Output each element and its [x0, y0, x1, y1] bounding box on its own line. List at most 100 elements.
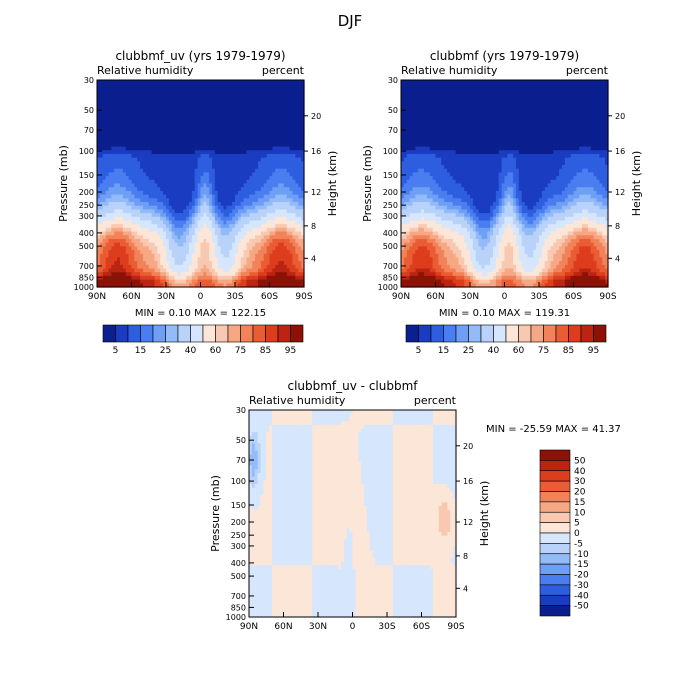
field-cell	[289, 264, 294, 270]
field-cell	[212, 124, 216, 129]
field-cell	[426, 268, 431, 273]
field-cell	[235, 216, 239, 222]
field-cell	[441, 161, 445, 166]
field-cell	[220, 227, 225, 233]
field-cell	[235, 135, 239, 140]
field-cell	[226, 139, 230, 144]
field-cell	[140, 153, 144, 159]
field-cell	[223, 146, 227, 151]
field-cell	[117, 205, 121, 210]
field-cell	[160, 246, 164, 251]
field-cell	[301, 253, 305, 259]
field-cell	[111, 246, 115, 251]
field-cell	[266, 109, 271, 114]
field-cell	[217, 209, 222, 214]
field-cell	[186, 142, 190, 148]
field-cell	[151, 216, 156, 222]
field-cell	[194, 216, 199, 222]
field-cell	[200, 187, 204, 192]
field-cell	[415, 128, 419, 133]
field-cell	[412, 272, 416, 277]
field-cell	[214, 187, 219, 192]
field-cell	[301, 94, 305, 100]
field-cell	[140, 257, 144, 262]
field-cell	[255, 87, 259, 92]
field-cell	[444, 161, 448, 166]
field-cell	[301, 268, 305, 273]
field-cell	[214, 190, 219, 196]
field-cell	[298, 279, 302, 284]
field-cell	[441, 213, 445, 218]
field-cell	[260, 131, 265, 137]
field-cell	[180, 87, 184, 92]
field-cell	[301, 113, 305, 118]
field-cell	[160, 220, 164, 225]
field-cell	[295, 227, 299, 233]
field-cell	[432, 209, 437, 214]
field-cell	[260, 253, 265, 259]
field-cell	[191, 83, 196, 88]
field-cell	[102, 124, 107, 129]
field-cell	[203, 113, 207, 118]
field-cell	[160, 268, 164, 273]
field-cell	[145, 205, 150, 210]
field-cell	[117, 124, 121, 129]
field-cell	[243, 113, 248, 118]
field-cell	[223, 283, 227, 288]
field-cell	[424, 102, 428, 107]
field-cell	[134, 128, 138, 133]
field-cell	[143, 94, 147, 100]
field-cell	[203, 283, 207, 288]
field-cell	[212, 194, 216, 199]
field-cell	[429, 83, 434, 88]
field-cell	[260, 238, 265, 244]
field-cell	[298, 190, 302, 196]
field-cell	[128, 257, 133, 262]
field-cell	[435, 109, 439, 114]
field-cell	[220, 135, 225, 140]
field-cell	[237, 113, 242, 118]
field-cell	[151, 102, 156, 107]
field-cell	[252, 83, 256, 88]
field-cell	[263, 135, 268, 140]
field-cell	[421, 116, 425, 122]
field-cell	[258, 235, 262, 240]
field-cell	[197, 220, 202, 225]
field-cell	[206, 253, 210, 259]
field-cell	[212, 98, 216, 103]
field-cell	[424, 187, 428, 192]
field-cell	[223, 91, 227, 96]
panel-units-label: percent	[566, 64, 609, 77]
field-cell	[229, 183, 233, 188]
field-cell	[114, 246, 118, 251]
field-cell	[406, 257, 411, 262]
field-cell	[177, 231, 181, 236]
field-cell	[235, 80, 239, 85]
field-cell	[229, 201, 233, 207]
field-cell	[151, 109, 156, 114]
field-cell	[117, 227, 121, 233]
field-cell	[200, 131, 204, 137]
field-cell	[263, 242, 268, 247]
field-cell	[163, 261, 167, 266]
field-cell	[134, 165, 138, 170]
field-cell	[232, 116, 236, 122]
field-cell	[217, 116, 222, 122]
field-cell	[163, 157, 167, 162]
field-cell	[191, 113, 196, 118]
field-cell	[258, 94, 262, 100]
field-cell	[151, 235, 156, 240]
field-cell	[137, 224, 141, 229]
field-cell	[191, 246, 196, 251]
field-cell	[226, 224, 230, 229]
field-cell	[421, 109, 425, 114]
field-cell	[151, 268, 156, 273]
field-cell	[168, 113, 173, 118]
field-cell	[134, 176, 138, 181]
field-cell	[235, 131, 239, 137]
field-cell	[97, 283, 101, 288]
field-cell	[183, 190, 187, 196]
field-cell	[143, 272, 147, 277]
field-cell	[108, 142, 112, 148]
field-cell	[258, 198, 262, 203]
